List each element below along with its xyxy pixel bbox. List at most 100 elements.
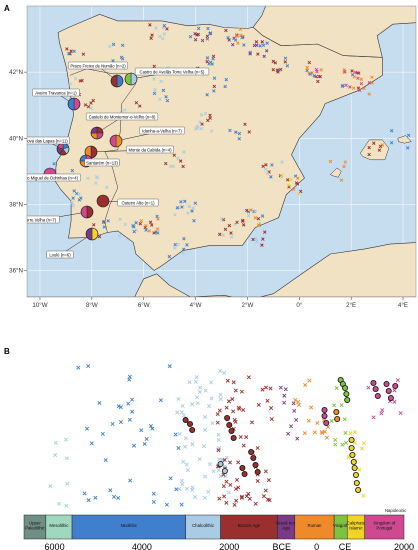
timeline-sample-marker	[332, 403, 337, 408]
timeline-sample-marker	[255, 478, 260, 484]
timeline-sample-marker	[239, 495, 244, 500]
timeline-sample-marker	[238, 435, 243, 440]
timeline-sample-marker	[269, 417, 274, 422]
site-label: Santarém (n=13)	[86, 160, 118, 165]
timeline-sample-marker	[237, 406, 242, 411]
map-sample-marker	[260, 40, 265, 44]
map-tick-label-lon: 8°W	[86, 302, 98, 309]
timeline-sample-marker	[289, 424, 294, 429]
timeline-sample-marker	[202, 495, 207, 500]
timeline-studied-sample	[348, 436, 355, 443]
map-sample-marker	[239, 33, 243, 38]
map-sample-marker	[71, 196, 75, 200]
map-sample-marker	[71, 203, 75, 208]
timeline-sample-marker	[295, 436, 300, 441]
timeline-sample-marker	[246, 375, 251, 380]
map-sample-marker	[358, 88, 362, 92]
timeline-sample-marker	[222, 371, 227, 376]
timeline-studied-sample	[383, 380, 390, 387]
site-marker: Loulé (n=6)	[46, 227, 99, 259]
map-sample-marker	[342, 164, 346, 169]
map-sample-marker	[258, 44, 262, 48]
map-sample-marker	[406, 133, 411, 138]
timeline-sample-marker	[64, 503, 69, 508]
map-sample-marker	[172, 153, 176, 157]
timeline-studied-sample	[372, 385, 379, 392]
panel-b-letter: B	[4, 347, 10, 356]
timeline-sample-marker	[197, 390, 202, 395]
map-sample-marker	[350, 72, 355, 77]
map-sample-marker	[161, 36, 165, 41]
timeline-studied-sample	[228, 427, 235, 434]
map-sample-marker	[343, 160, 348, 164]
timeline-sample-marker	[216, 437, 221, 443]
map-sample-marker	[164, 95, 168, 99]
timeline-sample-marker	[89, 441, 94, 446]
map-sample-marker	[111, 59, 115, 63]
timeline-sample-marker	[182, 444, 187, 449]
site-label-box	[117, 198, 159, 207]
map-sample-marker	[380, 143, 385, 147]
timeline-sample-marker	[201, 444, 206, 449]
timeline-sample-marker	[246, 491, 251, 496]
map-sample-marker	[339, 178, 344, 182]
map-sample-marker	[148, 23, 152, 27]
map-sample-marker	[243, 122, 247, 127]
timeline-sample-marker	[343, 440, 348, 445]
timeline-sample-marker	[282, 393, 287, 398]
map-sample-marker	[344, 83, 348, 87]
map-sample-marker	[134, 101, 139, 105]
map-sample-marker	[235, 220, 239, 225]
map-sample-marker	[193, 38, 198, 42]
period-segment	[45, 514, 73, 540]
timeline-studied-sample	[224, 414, 231, 421]
period-segment	[220, 514, 278, 540]
timeline-sample-marker	[224, 479, 229, 484]
site-pie-slice	[96, 194, 110, 208]
map-sample-marker	[144, 228, 148, 232]
map-sample-marker	[351, 86, 356, 90]
map-sample-marker	[152, 231, 156, 235]
map-sample-marker	[118, 217, 122, 221]
map-sample-marker	[253, 216, 258, 220]
timeline-sample-marker	[53, 440, 58, 445]
map-sample-marker	[273, 61, 278, 65]
map-sample-marker	[183, 199, 187, 204]
timeline-sample-marker	[225, 378, 230, 383]
map-sample-marker	[224, 28, 228, 33]
map-sample-marker	[264, 163, 268, 167]
timeline-studied-sample	[385, 387, 392, 394]
map-sample-marker	[341, 83, 345, 88]
timeline-sample-marker	[216, 448, 221, 453]
site-label-box	[46, 250, 74, 259]
site-pie-outline	[124, 72, 138, 86]
map-sample-marker	[67, 51, 71, 56]
map-sample-marker	[111, 42, 116, 47]
map-sample-marker	[176, 156, 180, 161]
timeline-sample-marker	[93, 495, 98, 500]
map-sample-marker	[176, 242, 180, 247]
map-sample-marker	[147, 229, 152, 233]
timeline-sample-marker	[286, 431, 291, 436]
map-sample-marker	[253, 209, 258, 213]
map-sample-marker	[265, 49, 269, 53]
map-sample-marker	[199, 113, 204, 117]
map-sample-marker	[362, 86, 366, 91]
timeline-sample-marker	[265, 497, 270, 502]
map-sample-marker	[356, 76, 360, 80]
map-sample-marker	[238, 27, 243, 31]
period-label: Greek Iron	[276, 521, 297, 526]
map-sample-marker	[162, 23, 167, 28]
map-sample-marker	[307, 60, 311, 65]
timeline-sample-marker	[167, 364, 172, 369]
timeline-sample-marker	[231, 380, 236, 385]
site-label: Cova das Lapas (n=11)	[24, 138, 68, 143]
site-marker: São Miguel de Odrinhas (n=4)	[27, 167, 81, 182]
timeline-sample-marker	[307, 378, 312, 383]
map-sample-marker	[122, 108, 127, 112]
timeline-sample-marker	[64, 456, 69, 461]
map-sample-marker	[261, 43, 266, 48]
period-label: Age	[282, 526, 290, 531]
timeline-sample-marker	[249, 420, 255, 425]
